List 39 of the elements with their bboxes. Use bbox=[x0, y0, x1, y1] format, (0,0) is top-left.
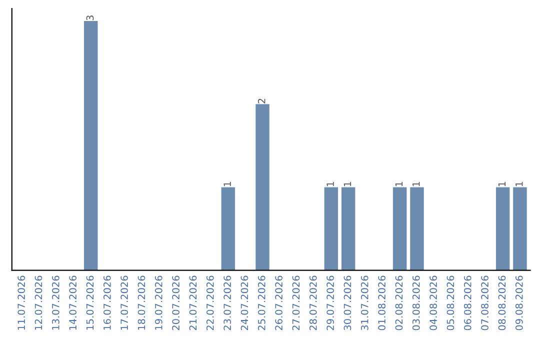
x-tick-label: 24.07.2026 bbox=[240, 276, 248, 330]
x-tick-label: 07.08.2026 bbox=[481, 276, 488, 330]
x-tick-label: 31.07.2026 bbox=[360, 276, 368, 330]
x-tick-label: 01.08.2026 bbox=[378, 276, 386, 330]
x-tick-label: 18.07.2026 bbox=[138, 276, 146, 330]
x-tick-label: 06.08.2026 bbox=[464, 276, 472, 330]
x-tick-label: 05.08.2026 bbox=[446, 276, 454, 330]
data-label: 1 bbox=[344, 182, 352, 186]
data-label: 1 bbox=[395, 182, 403, 186]
x-tick-label: 14.07.2026 bbox=[69, 276, 76, 330]
x-tick-label: 21.07.2026 bbox=[189, 276, 197, 330]
data-label: 1 bbox=[412, 182, 420, 186]
x-tick-label: 28.07.2026 bbox=[309, 276, 317, 330]
data-label: 3 bbox=[86, 16, 94, 20]
data-label: 1 bbox=[326, 182, 334, 186]
x-tick-label: 04.08.2026 bbox=[430, 276, 437, 330]
x-tick-label: 30.07.2026 bbox=[344, 276, 352, 330]
data-label: 1 bbox=[224, 182, 231, 186]
x-tick-label: 27.07.2026 bbox=[292, 276, 300, 330]
x-tick-label: 09.08.2026 bbox=[515, 276, 523, 330]
x-tick-label: 12.07.2026 bbox=[34, 276, 42, 330]
x-tick-label: 26.07.2026 bbox=[275, 276, 282, 330]
x-tick-label: 29.07.2026 bbox=[326, 276, 334, 330]
data-label: 1 bbox=[498, 182, 506, 186]
x-tick-label: 20.07.2026 bbox=[172, 276, 180, 330]
x-tick-label: 08.08.2026 bbox=[498, 276, 506, 330]
x-tick-label: 02.08.2026 bbox=[395, 276, 403, 330]
x-tick-label: 22.07.2026 bbox=[206, 276, 214, 330]
data-label: 1 bbox=[516, 182, 523, 186]
x-tick-label: 13.07.2026 bbox=[52, 276, 60, 330]
x-tick-label: 15.07.2026 bbox=[86, 276, 94, 330]
x-tick-label: 25.07.2026 bbox=[258, 276, 266, 330]
data-label: 2 bbox=[258, 98, 266, 104]
x-tick-label: 17.07.2026 bbox=[120, 276, 128, 330]
x-tick-label: 16.07.2026 bbox=[103, 276, 111, 330]
x-tick-label: 11.07.2026 bbox=[18, 276, 25, 330]
x-tick-label: 23.07.2026 bbox=[224, 276, 231, 330]
x-tick-label: 03.08.2026 bbox=[412, 276, 420, 330]
x-tick-label: 19.07.2026 bbox=[154, 276, 162, 330]
